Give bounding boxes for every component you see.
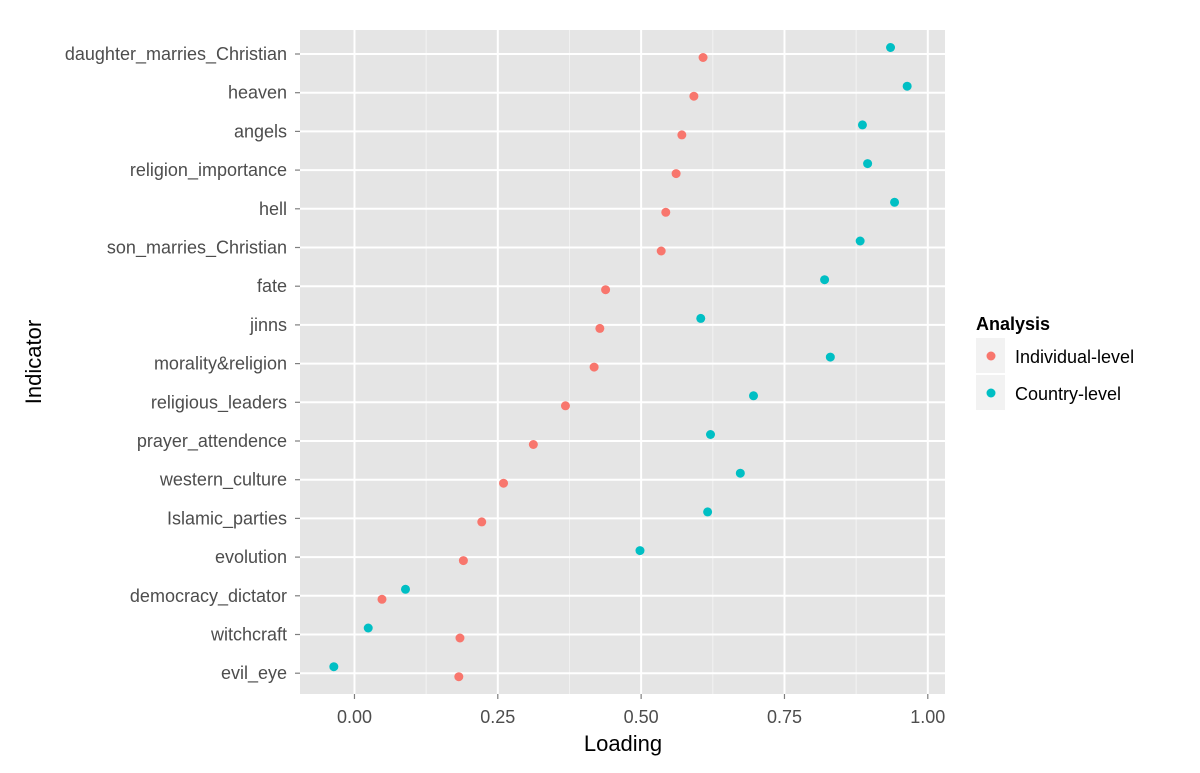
- y-tick-label-heaven: heaven: [228, 83, 287, 103]
- point-individual-level-daughter-marries-christian: [698, 53, 708, 62]
- point-individual-level-hell: [661, 207, 671, 217]
- point-country-level-jinns: [696, 313, 706, 323]
- y-tick-label-evil-eye: evil_eye: [221, 663, 287, 684]
- point-country-level-islamic-parties: [703, 507, 713, 517]
- y-tick-label-religious-leaders: religious_leaders: [151, 392, 287, 413]
- point-individual-level-evolution: [458, 556, 468, 566]
- point-individual-level-son-marries-christian: [656, 246, 666, 256]
- point-country-level-son-marries-christian: [855, 236, 865, 246]
- point-country-level-heaven: [902, 81, 912, 91]
- y-tick-label-son-marries-christian: son_marries_Christian: [107, 238, 287, 259]
- y-axis-title: Indicator: [21, 320, 46, 404]
- point-individual-level-religion-importance: [671, 169, 681, 179]
- y-tick-label-evolution: evolution: [215, 547, 287, 567]
- y-tick-label-democracy-dictator: democracy_dictator: [130, 586, 287, 607]
- y-tick-label-religion-importance: religion_importance: [130, 160, 287, 181]
- x-tick-label: 0.75: [767, 707, 802, 727]
- point-country-level-fate: [820, 275, 830, 285]
- point-individual-level-religious-leaders: [560, 401, 570, 411]
- point-country-level-daughter-marries-christian: [886, 43, 896, 52]
- point-individual-level-jinns: [595, 323, 605, 333]
- data-points: [329, 43, 912, 682]
- minor-grid: [425, 30, 857, 694]
- y-tick-label-daughter-marries-christian: daughter_marries_Christian: [65, 44, 287, 65]
- legend-title: Analysis: [976, 314, 1050, 334]
- x-axis-title: Loading: [584, 731, 662, 756]
- x-tick-label: 0.50: [624, 707, 659, 727]
- point-individual-level-fate: [601, 285, 611, 295]
- plot-panel: [300, 30, 945, 694]
- point-country-level-evolution: [635, 546, 645, 556]
- point-individual-level-western-culture: [499, 478, 509, 488]
- point-country-level-western-culture: [735, 468, 745, 478]
- point-country-level-witchcraft: [363, 623, 373, 633]
- legend-key-country-level: [986, 388, 996, 398]
- x-axis-ticks: 0.00 0.25 0.50 0.75 1.00: [337, 694, 945, 727]
- legend-key-individual-level: [986, 351, 996, 361]
- point-individual-level-witchcraft: [455, 633, 465, 643]
- point-individual-level-islamic-parties: [477, 517, 487, 527]
- point-individual-level-morality-religion: [589, 362, 599, 372]
- y-tick-label-islamic-parties: Islamic_parties: [167, 508, 287, 529]
- major-grid: [300, 30, 945, 694]
- y-tick-label-prayer-attendence: prayer_attendence: [137, 431, 287, 452]
- point-country-level-religion-importance: [863, 159, 873, 169]
- legend-label-individual-level: Individual-level: [1015, 347, 1134, 367]
- point-individual-level-angels: [677, 130, 687, 140]
- point-individual-level-evil-eye: [454, 672, 464, 682]
- point-country-level-prayer-attendence: [706, 430, 716, 439]
- point-individual-level-democracy-dictator: [377, 594, 387, 604]
- x-tick-label: 0.25: [480, 707, 515, 727]
- y-tick-label-witchcraft: witchcraft: [210, 625, 287, 645]
- y-tick-label-hell: hell: [259, 199, 287, 219]
- y-tick-label-jinns: jinns: [249, 315, 287, 335]
- x-tick-label: 1.00: [910, 707, 945, 727]
- y-tick-label-fate: fate: [257, 276, 287, 296]
- point-country-level-religious-leaders: [749, 391, 759, 401]
- y-tick-label-morality-religion: morality&religion: [154, 354, 287, 374]
- y-tick-label-angels: angels: [234, 121, 287, 141]
- point-country-level-evil-eye: [329, 662, 339, 672]
- point-country-level-morality-religion: [825, 352, 835, 362]
- point-country-level-hell: [890, 197, 900, 207]
- x-tick-label: 0.00: [337, 707, 372, 727]
- point-individual-level-heaven: [689, 91, 699, 101]
- legend-label-country-level: Country-level: [1015, 384, 1121, 404]
- y-tick-label-western-culture: western_culture: [159, 470, 287, 491]
- point-country-level-angels: [857, 120, 867, 130]
- point-individual-level-prayer-attendence: [528, 440, 538, 449]
- legend: Analysis Individual-level Country-level: [976, 314, 1134, 410]
- point-country-level-democracy-dictator: [400, 584, 410, 594]
